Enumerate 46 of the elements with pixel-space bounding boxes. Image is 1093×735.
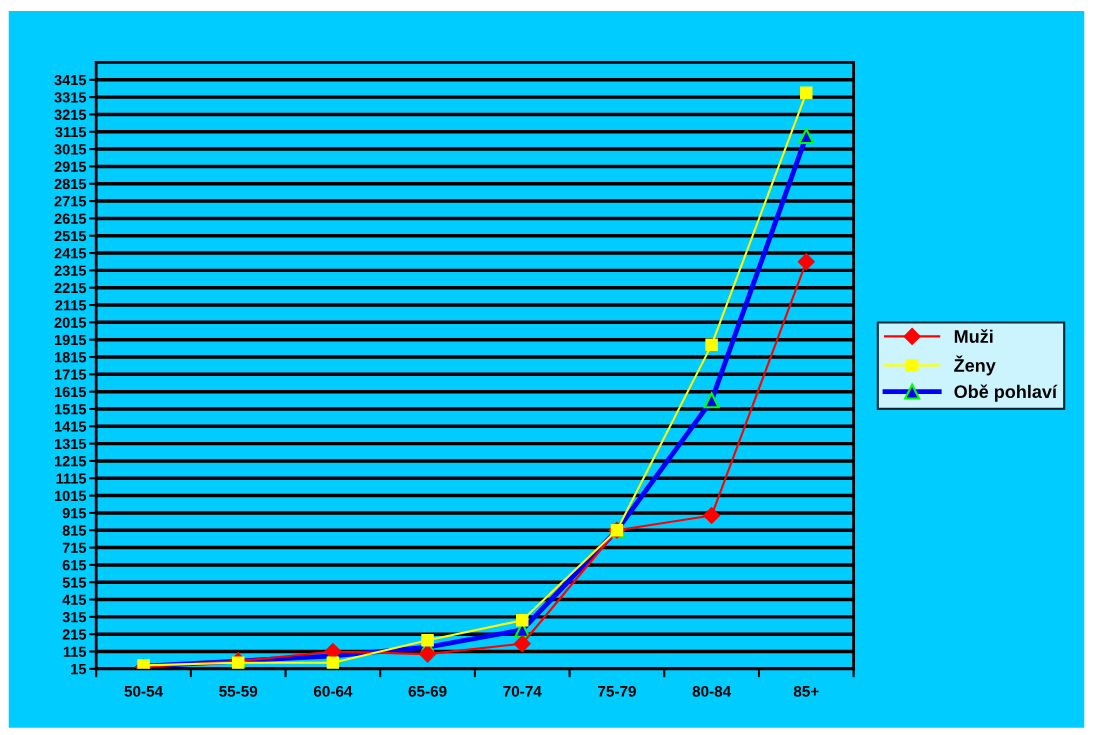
y-tick-label: 1815 <box>54 352 87 363</box>
y-tick-label: 2315 <box>54 265 87 276</box>
x-tick-label: 60-64 <box>313 685 353 697</box>
y-tick-label: 815 <box>62 525 87 536</box>
x-tick-label: 85+ <box>793 685 819 697</box>
x-tick-label: 80-84 <box>692 685 732 697</box>
legend-label: Ženy <box>954 355 996 376</box>
y-tick-label: 215 <box>62 629 87 640</box>
y-tick-label: 1915 <box>54 334 87 346</box>
y-tick-label: 15 <box>71 664 87 675</box>
y-tick-label: 1015 <box>54 490 87 502</box>
x-tick-label: 65-69 <box>408 685 447 697</box>
x-tick-label: 50-54 <box>124 685 163 697</box>
y-tick-label: 2715 <box>54 196 87 207</box>
y-tick-label: 2415 <box>54 248 87 259</box>
y-tick-label: 515 <box>62 577 87 588</box>
y-tick-label: 115 <box>63 646 87 657</box>
y-tick-label: 1115 <box>56 473 87 484</box>
y-tick-label: 1515 <box>54 404 87 415</box>
legend-label: Muži <box>954 329 993 343</box>
y-tick-label: 315 <box>62 611 87 623</box>
y-tick-label: 1715 <box>54 369 87 380</box>
y-tick-label: 2815 <box>54 178 87 190</box>
y-tick-label: 1415 <box>54 421 87 432</box>
y-tick-label: 1615 <box>54 386 87 398</box>
y-tick-label: 2615 <box>54 213 87 224</box>
x-tick-label: 70-74 <box>503 685 542 697</box>
y-tick-label: 2215 <box>54 282 87 294</box>
y-tick-label: 3215 <box>54 109 87 120</box>
y-tick-label: 2115 <box>55 300 87 311</box>
y-tick-label: 2515 <box>54 230 87 242</box>
x-tick-label: 75-79 <box>598 685 636 697</box>
y-tick-label: 3315 <box>54 92 87 103</box>
y-tick-label: 3115 <box>55 126 87 138</box>
y-tick-label: 2015 <box>54 317 87 328</box>
x-tick-label: 55-59 <box>219 685 258 697</box>
y-tick-label: 3015 <box>54 144 87 155</box>
y-tick-label: 715 <box>62 542 87 553</box>
y-tick-label: 1315 <box>54 438 87 450</box>
y-tick-label: 615 <box>62 560 87 571</box>
y-tick-label: 1215 <box>54 456 87 467</box>
y-tick-label: 415 <box>62 594 87 605</box>
y-tick-label: 3415 <box>54 74 87 86</box>
y-tick-label: 915 <box>62 508 87 519</box>
legend-label: Obě pohlaví <box>954 384 1058 402</box>
y-tick-label: 2915 <box>54 161 87 172</box>
